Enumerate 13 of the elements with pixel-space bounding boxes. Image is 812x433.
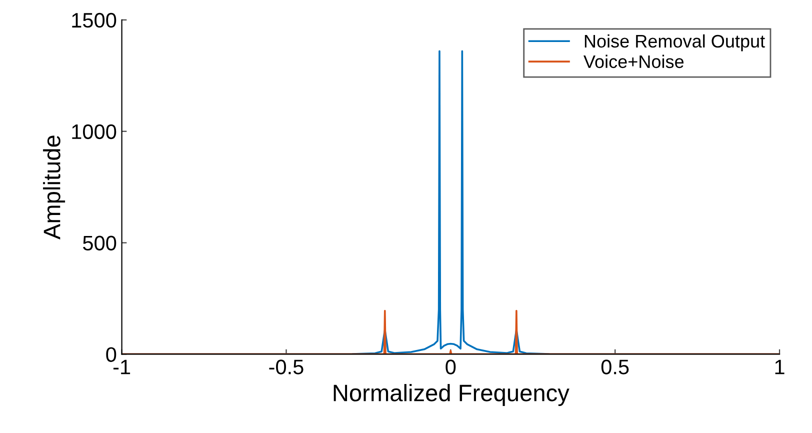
x-tick-label: 1 — [775, 360, 784, 374]
y-tick-label: 1000 — [72, 124, 116, 140]
legend-label: Voice+Noise — [584, 54, 684, 68]
y-axis-title: Amplitude — [43, 136, 66, 240]
y-tick-label: 500 — [83, 236, 116, 251]
x-tick-label: -0.5 — [269, 360, 304, 374]
x-tick-label: 0.5 — [601, 360, 629, 374]
y-tick-label: 0 — [106, 347, 116, 362]
x-tick-label: -1 — [113, 360, 130, 374]
x-axis-title: Normalized Frequency — [334, 384, 570, 406]
legend-label: Noise Removal Output — [584, 34, 765, 52]
x-tick-label: 0 — [446, 360, 456, 374]
y-tick-label: 1500 — [72, 12, 116, 28]
